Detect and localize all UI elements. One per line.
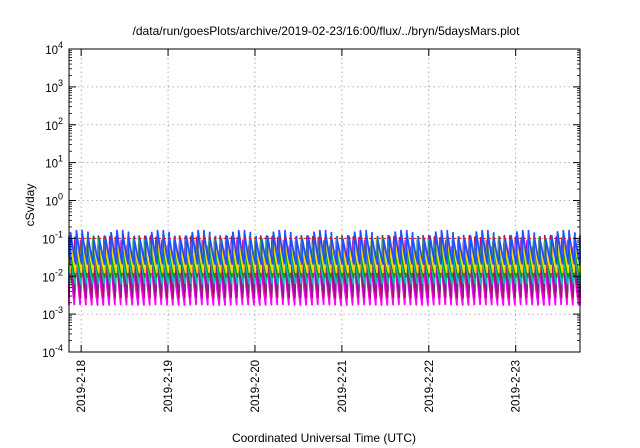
x-tick-label: 2019-2-20 bbox=[250, 360, 262, 412]
y-axis-label: cSv/day bbox=[23, 184, 37, 227]
chart-title: /data/run/goesPlots/archive/2019-02-23/1… bbox=[133, 24, 521, 38]
y-tick-label: 101 bbox=[45, 154, 63, 171]
y-tick-label: 100 bbox=[45, 192, 63, 209]
x-axis-label: Coordinated Universal Time (UTC) bbox=[232, 431, 416, 445]
y-tick-label: 10-4 bbox=[42, 343, 63, 360]
series-layer bbox=[68, 229, 581, 306]
y-tick-label: 10-1 bbox=[42, 229, 63, 246]
y-tick-label: 10-2 bbox=[42, 267, 63, 284]
x-tick-label: 2019-2-21 bbox=[337, 360, 349, 412]
y-tick-label: 103 bbox=[45, 78, 63, 95]
x-tick-label: 2019-2-19 bbox=[163, 360, 175, 412]
x-tick-label: 2019-2-18 bbox=[76, 360, 88, 412]
y-tick-label: 104 bbox=[45, 40, 63, 57]
y-tick-label: 102 bbox=[45, 116, 63, 133]
x-tick-label: 2019-2-23 bbox=[511, 360, 523, 412]
series-line bbox=[68, 229, 581, 265]
x-tick-label: 2019-2-22 bbox=[424, 360, 436, 412]
y-tick-label: 10-3 bbox=[42, 305, 63, 322]
axes: 10-4 10-3 10-2 10-1 100 101 102 103 104 2019-2-18… bbox=[42, 40, 580, 412]
